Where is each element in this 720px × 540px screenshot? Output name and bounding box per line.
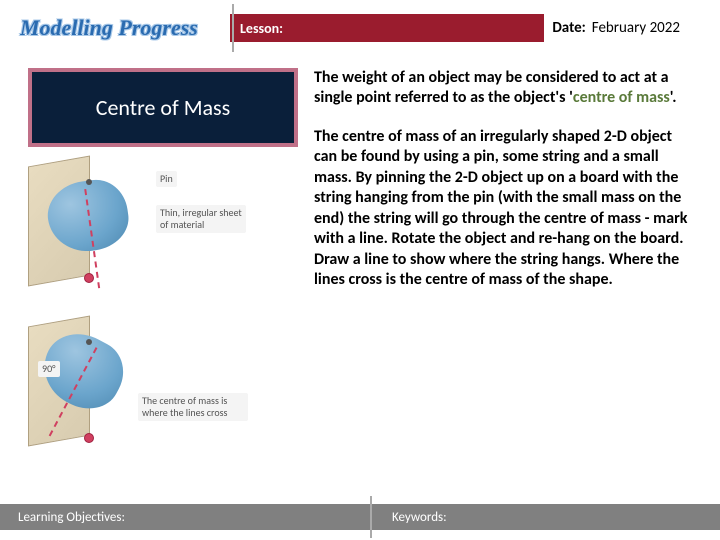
header-bar: Modelling Progress Lesson: Date: Februar… xyxy=(0,14,720,42)
lesson-label: Lesson: xyxy=(240,20,283,37)
mass-icon xyxy=(84,273,94,283)
paragraph-2: The centre of mass of an irregularly sha… xyxy=(314,127,696,291)
diagram-bottom: 90° The centre of mass is where the line… xyxy=(28,321,90,441)
pin-icon xyxy=(86,179,92,185)
lesson-bar: Lesson: Date: February 2022 xyxy=(230,14,720,42)
right-column: The weight of an object may be considere… xyxy=(314,68,696,480)
label-pin: Pin xyxy=(156,171,177,187)
date-value: February 2022 xyxy=(592,19,680,37)
learning-objectives-label: Learning Objectives: xyxy=(18,510,125,525)
footer-bar: Learning Objectives: Keywords: xyxy=(0,504,720,530)
label-cross: The centre of mass is where the lines cr… xyxy=(138,393,248,421)
para1-highlight: centre of mass xyxy=(573,88,670,107)
footer-divider xyxy=(370,496,372,538)
diagram-area: Pin Thin, irregular sheet of material 90… xyxy=(28,161,298,480)
header-divider xyxy=(232,4,234,52)
content-area: Centre of Mass Pin Thin, irregular sheet… xyxy=(28,68,696,480)
label-angle: 90° xyxy=(38,361,60,377)
paragraph-1: The weight of an object may be considere… xyxy=(314,68,696,109)
left-column: Centre of Mass Pin Thin, irregular sheet… xyxy=(28,68,298,480)
label-sheet: Thin, irregular sheet of material xyxy=(156,205,246,233)
mass-icon-2 xyxy=(84,433,94,443)
para1-suffix: '. xyxy=(670,88,677,107)
pin-icon-2 xyxy=(86,339,92,345)
date-area: Date: February 2022 xyxy=(544,14,720,42)
keywords-label: Keywords: xyxy=(392,510,447,525)
logo-text: Modelling Progress xyxy=(0,14,230,42)
title-box: Centre of Mass xyxy=(28,68,298,147)
date-label: Date: xyxy=(552,19,585,37)
diagram-top: Pin Thin, irregular sheet of material xyxy=(28,161,90,281)
